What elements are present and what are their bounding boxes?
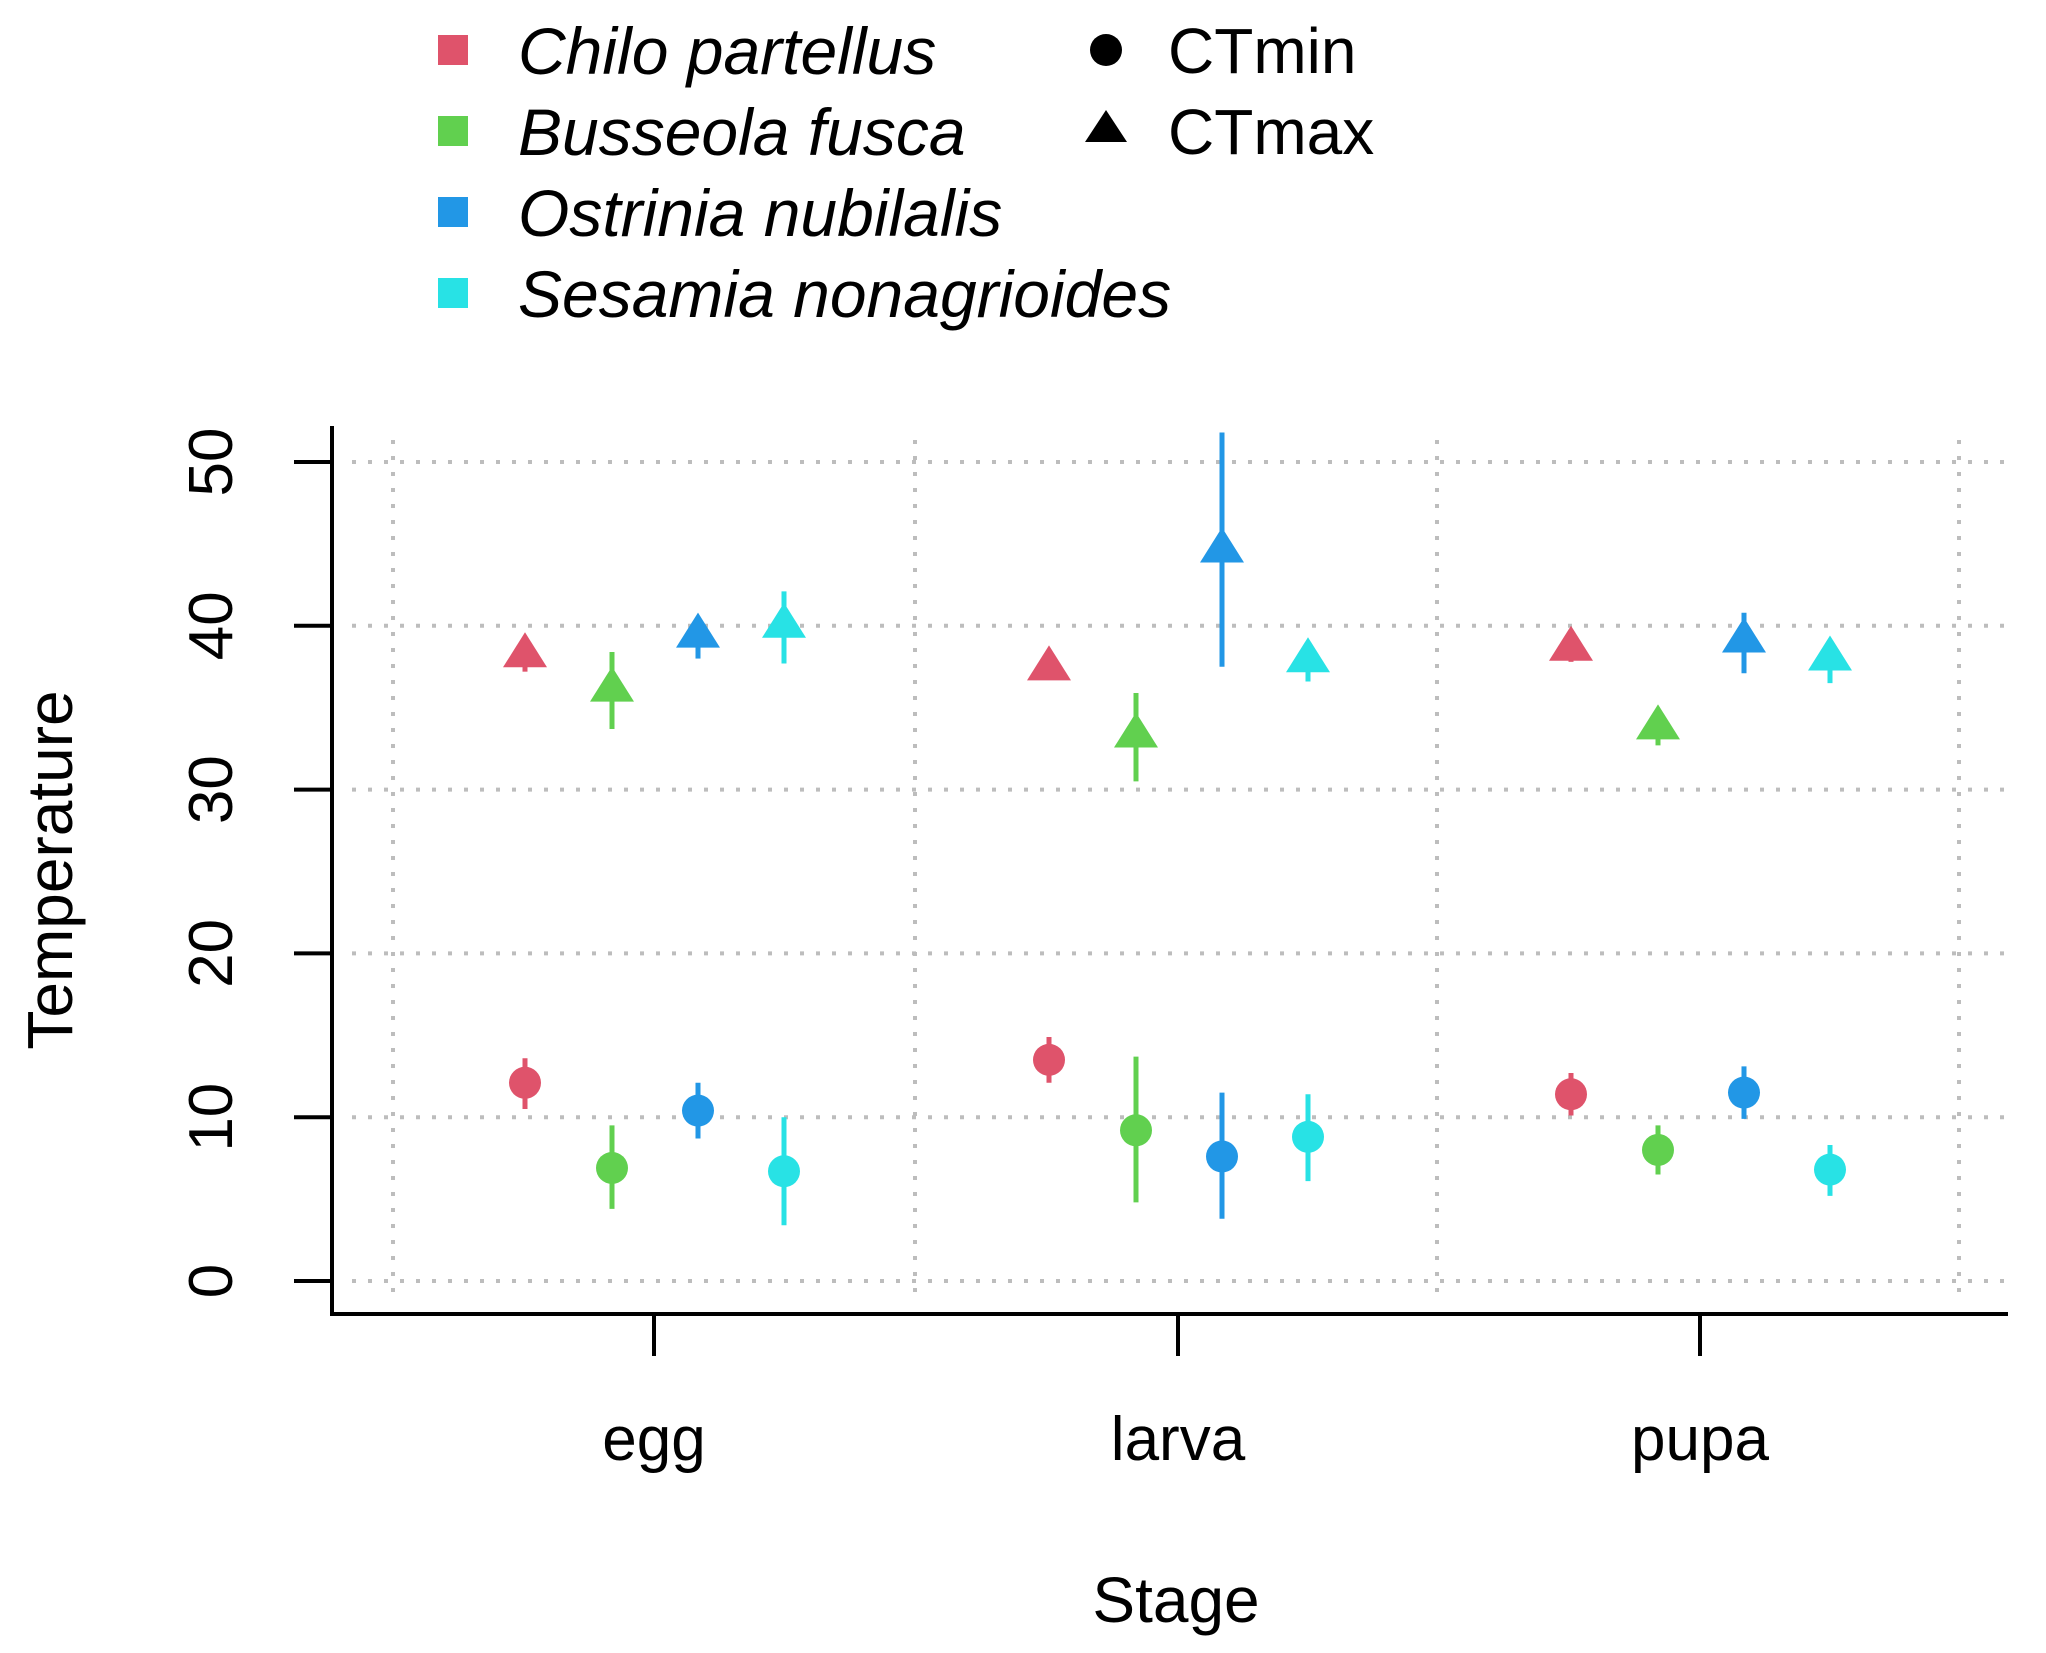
grid-lines (352, 440, 2008, 1300)
legend-label-busseola: Busseola fusca (518, 95, 966, 169)
y-tick-label-20: 20 (177, 919, 246, 988)
legend: Chilo partellus Busseola fusca Ostrinia … (438, 14, 1374, 331)
legend-triangle-icon (1085, 110, 1127, 142)
point-sesamia-nonagrioides-ctmax-pupa (1808, 635, 1852, 671)
legend-label-ctmin: CTmin (1168, 15, 1356, 87)
point-busseola-fusca-ctmax-larva (1114, 712, 1158, 748)
x-tick-label-larva: larva (1111, 1405, 1246, 1474)
point-chilo-partellus-ctmax-larva (1027, 645, 1071, 681)
point-sesamia-nonagrioides-ctmin-pupa (1814, 1153, 1846, 1186)
point-sesamia-nonagrioides-ctmin-egg (768, 1155, 800, 1188)
point-ostrinia-nubilalis-ctmin-larva (1206, 1140, 1238, 1173)
point-chilo-partellus-ctmax-egg (503, 632, 547, 668)
point-chilo-partellus-ctmin-egg (509, 1066, 541, 1099)
x-tick-label-egg: egg (602, 1405, 705, 1474)
point-chilo-partellus-ctmax-pupa (1549, 625, 1593, 661)
point-busseola-fusca-ctmin-larva (1120, 1114, 1152, 1147)
y-tick-label-50: 50 (177, 428, 246, 497)
y-axis-title: Temperature (14, 690, 86, 1049)
y-tick-label-10: 10 (177, 1083, 246, 1152)
legend-swatch-ostrinia (438, 197, 468, 227)
legend-label-ostrinia: Ostrinia nubilalis (518, 176, 1002, 250)
data-marks (503, 432, 1852, 1226)
x-tick-label-pupa: pupa (1631, 1405, 1769, 1474)
y-tick-label-0: 0 (177, 1264, 246, 1298)
legend-label-chilo: Chilo partellus (518, 14, 936, 88)
axes (330, 426, 2008, 1316)
legend-swatch-busseola (438, 116, 468, 146)
legend-swatch-sesamia (438, 278, 468, 308)
point-busseola-fusca-ctmax-egg (590, 666, 634, 702)
point-chilo-partellus-ctmin-larva (1033, 1043, 1065, 1076)
point-busseola-fusca-ctmin-pupa (1642, 1133, 1674, 1166)
legend-label-ctmax: CTmax (1168, 96, 1374, 168)
plot-area: 0 10 20 30 40 50 egg larva pupa (177, 426, 2008, 1474)
point-sesamia-nonagrioides-ctmin-larva (1292, 1120, 1324, 1153)
point-ostrinia-nubilalis-ctmin-pupa (1728, 1076, 1760, 1109)
x-axis-title: Stage (1092, 1564, 1259, 1636)
legend-species: Chilo partellus Busseola fusca Ostrinia … (438, 14, 1171, 331)
point-busseola-fusca-ctmax-pupa (1636, 704, 1680, 740)
y-tick-label-40: 40 (177, 591, 246, 660)
point-ostrinia-nubilalis-ctmax-pupa (1722, 617, 1766, 653)
y-ticks: 0 10 20 30 40 50 (177, 428, 332, 1298)
point-ostrinia-nubilalis-ctmax-larva (1200, 527, 1244, 563)
point-sesamia-nonagrioides-ctmax-egg (762, 602, 806, 638)
y-tick-label-30: 30 (177, 755, 246, 824)
legend-label-sesamia: Sesamia nonagrioides (518, 257, 1171, 331)
legend-swatch-chilo (438, 35, 468, 65)
point-chilo-partellus-ctmin-pupa (1555, 1078, 1587, 1111)
legend-circle-icon (1090, 34, 1122, 66)
point-busseola-fusca-ctmin-egg (596, 1151, 628, 1184)
point-ostrinia-nubilalis-ctmin-egg (682, 1094, 714, 1127)
x-ticks: egg larva pupa (602, 1316, 1769, 1474)
point-sesamia-nonagrioides-ctmax-larva (1286, 637, 1330, 673)
point-ostrinia-nubilalis-ctmax-egg (676, 612, 720, 648)
legend-measures: CTmin CTmax (1085, 15, 1374, 168)
